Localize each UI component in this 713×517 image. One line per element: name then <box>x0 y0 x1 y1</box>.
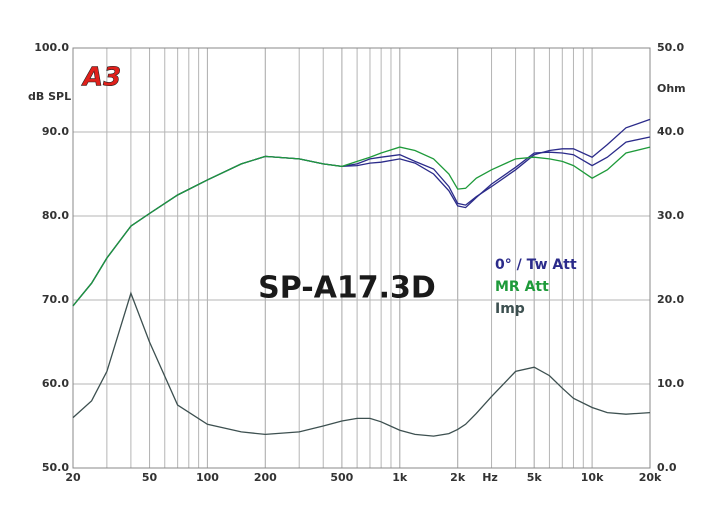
y2-tick-label: 10.0 <box>657 377 684 390</box>
x-tick-label: 20 <box>65 471 81 484</box>
legend-entry: Imp <box>495 301 525 317</box>
legend-entry: MR Att <box>495 279 549 295</box>
x-tick-label: 50 <box>142 471 158 484</box>
y-axis-label: dB SPL <box>28 90 71 103</box>
x-tick-label: 20k <box>639 471 662 484</box>
y2-tick-label: 40.0 <box>657 125 684 138</box>
y2-axis-label: Ohm <box>657 82 686 95</box>
y2-tick-label: 30.0 <box>657 209 684 222</box>
y2-tick-label: 20.0 <box>657 293 684 306</box>
x-tick-label: 10k <box>581 471 604 484</box>
x-tick-label: 2k <box>450 471 466 484</box>
series-line <box>72 146 651 307</box>
plot-frame <box>72 47 651 469</box>
x-tick-label: 1k <box>392 471 408 484</box>
y-tick-label: 100.0 <box>34 41 69 54</box>
y-tick-label: 60.0 <box>42 377 69 390</box>
x-tick-label: 5k <box>527 471 543 484</box>
y-tick-label: 70.0 <box>42 293 69 306</box>
x-tick-label: 200 <box>254 471 277 484</box>
y-tick-label: 90.0 <box>42 125 69 138</box>
y2-tick-label: 0.0 <box>657 461 677 474</box>
x-tick-label: 100 <box>196 471 219 484</box>
y-tick-label: 80.0 <box>42 209 69 222</box>
x-unit-label: Hz <box>482 471 498 484</box>
legend-entry: 0° / Tw Att <box>495 257 577 273</box>
chart-title: SP-A17.3D <box>258 271 436 306</box>
series-line <box>72 291 651 437</box>
logo: A3 <box>81 63 121 93</box>
y2-tick-label: 50.0 <box>657 41 684 54</box>
x-tick-label: 500 <box>330 471 353 484</box>
y-tick-label: 50.0 <box>42 461 69 474</box>
